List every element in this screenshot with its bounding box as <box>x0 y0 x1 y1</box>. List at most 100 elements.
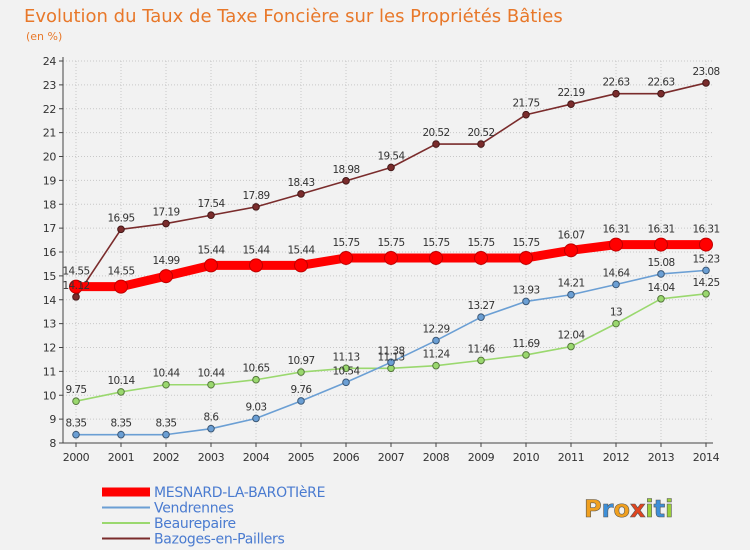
data-point <box>297 368 305 376</box>
data-point <box>567 342 575 351</box>
y-tick-label: 24 <box>43 55 57 68</box>
data-point <box>432 361 440 370</box>
data-label: 15.44 <box>242 244 270 256</box>
data-point <box>387 163 395 172</box>
data-point <box>477 140 485 148</box>
data-point <box>297 190 305 198</box>
data-point <box>339 250 353 265</box>
data-label: 14.25 <box>692 277 719 289</box>
data-label: 11.13 <box>377 351 404 363</box>
x-tick-label: 2014 <box>693 451 720 464</box>
data-point <box>609 237 623 252</box>
axes: 8 9 10 11 12 13 14 15 16 17 18 19 20 21 22 23 24 2000 2001… <box>43 55 720 464</box>
data-label: 9.75 <box>66 384 87 396</box>
data-label: 15.75 <box>332 237 359 249</box>
data-label: 12.04 <box>557 330 585 342</box>
data-label: 22.19 <box>557 87 584 99</box>
data-point <box>522 351 530 359</box>
data-label: 15.75 <box>377 237 404 249</box>
data-label: 9.03 <box>246 401 267 413</box>
x-tick-label: 2008 <box>423 451 450 464</box>
y-tick-label: 18 <box>43 198 57 211</box>
data-label: 17.19 <box>152 207 179 219</box>
legend-item-1: Vendrennes <box>102 501 234 517</box>
data-label: 14.21 <box>557 278 584 290</box>
x-tick-label: 2007 <box>378 451 405 464</box>
data-point <box>162 430 170 439</box>
y-tick-label: 17 <box>43 222 57 235</box>
y-tick-label: 14 <box>43 294 57 307</box>
data-point <box>114 279 128 294</box>
data-label: 11.69 <box>512 338 539 350</box>
y-tick-label: 16 <box>43 246 57 259</box>
data-label: 16.95 <box>107 212 134 224</box>
y-tick-label: 22 <box>43 103 56 116</box>
series-0 <box>69 237 713 294</box>
data-label: 10.97 <box>287 355 314 367</box>
data-point <box>162 219 170 228</box>
data-point <box>474 250 488 265</box>
data-label: 14.04 <box>647 282 675 294</box>
data-point <box>249 258 263 273</box>
data-point <box>252 414 260 423</box>
data-label: 8.35 <box>156 418 177 430</box>
data-label: 17.54 <box>197 198 225 210</box>
y-tick-label: 21 <box>43 127 56 140</box>
data-label: 8.35 <box>66 418 87 430</box>
y-tick-label: 12 <box>43 342 56 355</box>
y-tick-label: 8 <box>49 437 56 450</box>
data-point <box>522 297 530 306</box>
data-point <box>657 270 665 278</box>
data-point <box>252 375 260 384</box>
data-point <box>702 289 710 298</box>
data-label: 20.52 <box>467 127 494 139</box>
y-tick-label: 15 <box>43 270 57 283</box>
x-tick-label: 2009 <box>468 451 495 464</box>
legend-item-3: Bazoges-en-Paillers <box>102 532 285 548</box>
x-tick-label: 2001 <box>108 451 134 464</box>
data-label: 15.44 <box>287 244 315 256</box>
data-point <box>429 250 443 265</box>
data-point <box>612 89 620 98</box>
data-point <box>387 358 395 367</box>
data-label: 11.13 <box>332 351 359 363</box>
legend-label: Vendrennes <box>154 501 234 517</box>
data-point <box>342 378 350 387</box>
data-label: 13.93 <box>512 284 539 296</box>
data-point <box>477 356 485 365</box>
data-point <box>297 397 305 405</box>
data-point <box>519 250 533 265</box>
data-point <box>204 258 218 273</box>
data-point <box>564 243 578 258</box>
data-point <box>522 110 530 119</box>
data-label: 11.46 <box>467 343 495 355</box>
data-point <box>432 336 440 345</box>
data-point <box>117 225 125 234</box>
data-label: 10.44 <box>197 368 225 380</box>
data-label: 11.24 <box>422 349 450 361</box>
x-tick-label: 2002 <box>153 451 179 464</box>
data-point <box>477 313 485 321</box>
data-label: 15.08 <box>647 257 674 269</box>
data-point <box>384 250 398 265</box>
grid <box>63 60 713 444</box>
data-point <box>207 211 215 220</box>
data-point <box>702 266 710 275</box>
y-tick-label: 13 <box>43 318 57 331</box>
data-point <box>69 279 83 294</box>
series-1 <box>72 266 710 439</box>
data-label: 8.6 <box>204 412 220 424</box>
y-tick-label: 9 <box>49 413 56 426</box>
x-tick-label: 2005 <box>288 451 315 464</box>
data-label: 14.55 <box>62 266 89 278</box>
data-point <box>657 294 665 303</box>
data-point <box>207 380 215 389</box>
data-label: 17.89 <box>242 190 269 202</box>
x-tick-label: 2013 <box>648 451 675 464</box>
data-point <box>162 380 170 389</box>
data-point <box>657 89 665 98</box>
x-tick-label: 2006 <box>333 451 360 464</box>
legend-item-2: Beaurepaire <box>102 516 236 532</box>
data-point <box>72 293 80 301</box>
